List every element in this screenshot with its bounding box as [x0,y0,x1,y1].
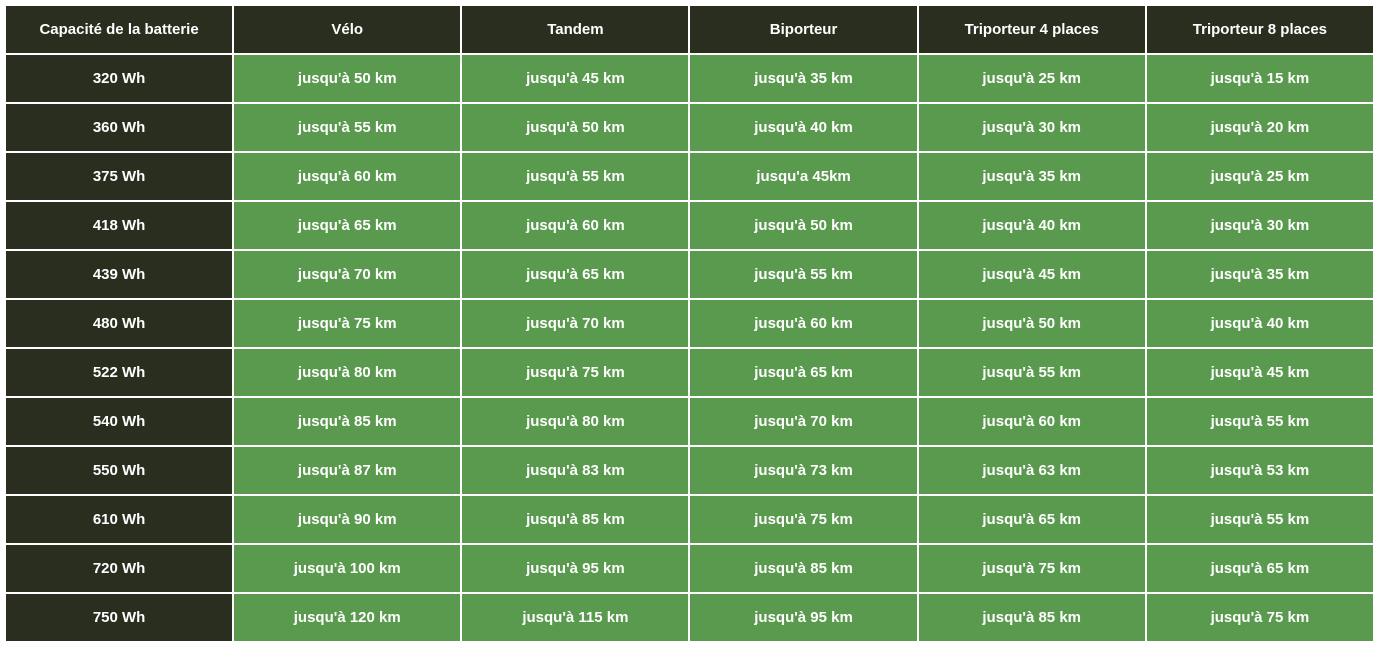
range-cell: jusqu'à 55 km [234,104,460,151]
range-cell: jusqu'à 55 km [1147,398,1373,445]
capacity-cell: 375 Wh [6,153,232,200]
table-row: 480 Whjusqu'à 75 kmjusqu'à 70 kmjusqu'à … [6,300,1373,347]
table-row: 540 Whjusqu'à 85 kmjusqu'à 80 kmjusqu'à … [6,398,1373,445]
col-header-triporteur8: Triporteur 8 places [1147,6,1373,53]
range-cell: jusqu'à 73 km [690,447,916,494]
range-cell: jusqu'à 20 km [1147,104,1373,151]
table-row: 418 Whjusqu'à 65 kmjusqu'à 60 kmjusqu'à … [6,202,1373,249]
table-row: 375 Whjusqu'à 60 kmjusqu'à 55 kmjusqu'a … [6,153,1373,200]
range-cell: jusqu'à 40 km [919,202,1145,249]
range-cell: jusqu'à 65 km [919,496,1145,543]
table-row: 750 Whjusqu'à 120 kmjusqu'à 115 kmjusqu'… [6,594,1373,641]
table-row: 439 Whjusqu'à 70 kmjusqu'à 65 kmjusqu'à … [6,251,1373,298]
table-row: 360 Whjusqu'à 55 kmjusqu'à 50 kmjusqu'à … [6,104,1373,151]
range-cell: jusqu'à 90 km [234,496,460,543]
range-cell: jusqu'à 35 km [1147,251,1373,298]
range-cell: jusqu'à 35 km [690,55,916,102]
battery-range-table: Capacité de la batterie Vélo Tandem Bipo… [4,4,1375,643]
capacity-cell: 418 Wh [6,202,232,249]
col-header-tandem: Tandem [462,6,688,53]
col-header-triporteur4: Triporteur 4 places [919,6,1145,53]
range-cell: jusqu'à 25 km [919,55,1145,102]
capacity-cell: 540 Wh [6,398,232,445]
range-cell: jusqu'à 50 km [234,55,460,102]
range-cell: jusqu'à 120 km [234,594,460,641]
range-cell: jusqu'à 40 km [1147,300,1373,347]
range-cell: jusqu'à 50 km [462,104,688,151]
range-cell: jusqu'à 45 km [462,55,688,102]
range-cell: jusqu'à 85 km [919,594,1145,641]
range-cell: jusqu'à 35 km [919,153,1145,200]
range-cell: jusqu'à 30 km [919,104,1145,151]
table-row: 720 Whjusqu'à 100 kmjusqu'à 95 kmjusqu'à… [6,545,1373,592]
range-cell: jusqu'à 87 km [234,447,460,494]
capacity-cell: 610 Wh [6,496,232,543]
range-cell: jusqu'à 70 km [462,300,688,347]
range-cell: jusqu'à 60 km [919,398,1145,445]
range-cell: jusqu'à 60 km [462,202,688,249]
range-cell: jusqu'à 45 km [919,251,1145,298]
table-row: 550 Whjusqu'à 87 kmjusqu'à 83 kmjusqu'à … [6,447,1373,494]
table-row: 522 Whjusqu'à 80 kmjusqu'à 75 kmjusqu'à … [6,349,1373,396]
range-cell: jusqu'à 75 km [1147,594,1373,641]
range-cell: jusqu'à 55 km [1147,496,1373,543]
range-cell: jusqu'à 65 km [1147,545,1373,592]
col-header-velo: Vélo [234,6,460,53]
capacity-cell: 439 Wh [6,251,232,298]
capacity-cell: 522 Wh [6,349,232,396]
range-cell: jusqu'à 63 km [919,447,1145,494]
range-cell: jusqu'à 75 km [234,300,460,347]
capacity-cell: 720 Wh [6,545,232,592]
range-cell: jusqu'à 85 km [690,545,916,592]
range-cell: jusqu'à 65 km [690,349,916,396]
range-cell: jusqu'à 45 km [1147,349,1373,396]
range-cell: jusqu'à 75 km [462,349,688,396]
range-cell: jusqu'à 85 km [234,398,460,445]
range-cell: jusqu'à 75 km [919,545,1145,592]
capacity-cell: 480 Wh [6,300,232,347]
range-cell: jusqu'à 83 km [462,447,688,494]
range-cell: jusqu'à 100 km [234,545,460,592]
col-header-biporteur: Biporteur [690,6,916,53]
range-cell: jusqu'à 80 km [234,349,460,396]
table-row: 610 Whjusqu'à 90 kmjusqu'à 85 kmjusqu'à … [6,496,1373,543]
range-cell: jusqu'à 30 km [1147,202,1373,249]
table-header-row: Capacité de la batterie Vélo Tandem Bipo… [6,6,1373,53]
range-cell: jusqu'à 95 km [462,545,688,592]
col-header-capacity: Capacité de la batterie [6,6,232,53]
range-cell: jusqu'à 55 km [462,153,688,200]
range-cell: jusqu'à 60 km [234,153,460,200]
range-cell: jusqu'à 65 km [234,202,460,249]
range-cell: jusqu'à 75 km [690,496,916,543]
range-cell: jusqu'à 60 km [690,300,916,347]
capacity-cell: 750 Wh [6,594,232,641]
range-cell: jusqu'à 15 km [1147,55,1373,102]
capacity-cell: 550 Wh [6,447,232,494]
range-cell: jusqu'à 53 km [1147,447,1373,494]
range-cell: jusqu'a 45km [690,153,916,200]
range-cell: jusqu'à 70 km [690,398,916,445]
table-body: 320 Whjusqu'à 50 kmjusqu'à 45 kmjusqu'à … [6,55,1373,641]
range-cell: jusqu'à 55 km [919,349,1145,396]
range-cell: jusqu'à 50 km [690,202,916,249]
range-cell: jusqu'à 115 km [462,594,688,641]
range-cell: jusqu'à 95 km [690,594,916,641]
range-cell: jusqu'à 55 km [690,251,916,298]
capacity-cell: 360 Wh [6,104,232,151]
range-cell: jusqu'à 50 km [919,300,1145,347]
range-cell: jusqu'à 70 km [234,251,460,298]
range-cell: jusqu'à 65 km [462,251,688,298]
range-cell: jusqu'à 80 km [462,398,688,445]
range-cell: jusqu'à 40 km [690,104,916,151]
capacity-cell: 320 Wh [6,55,232,102]
table-row: 320 Whjusqu'à 50 kmjusqu'à 45 kmjusqu'à … [6,55,1373,102]
range-cell: jusqu'à 85 km [462,496,688,543]
range-cell: jusqu'à 25 km [1147,153,1373,200]
